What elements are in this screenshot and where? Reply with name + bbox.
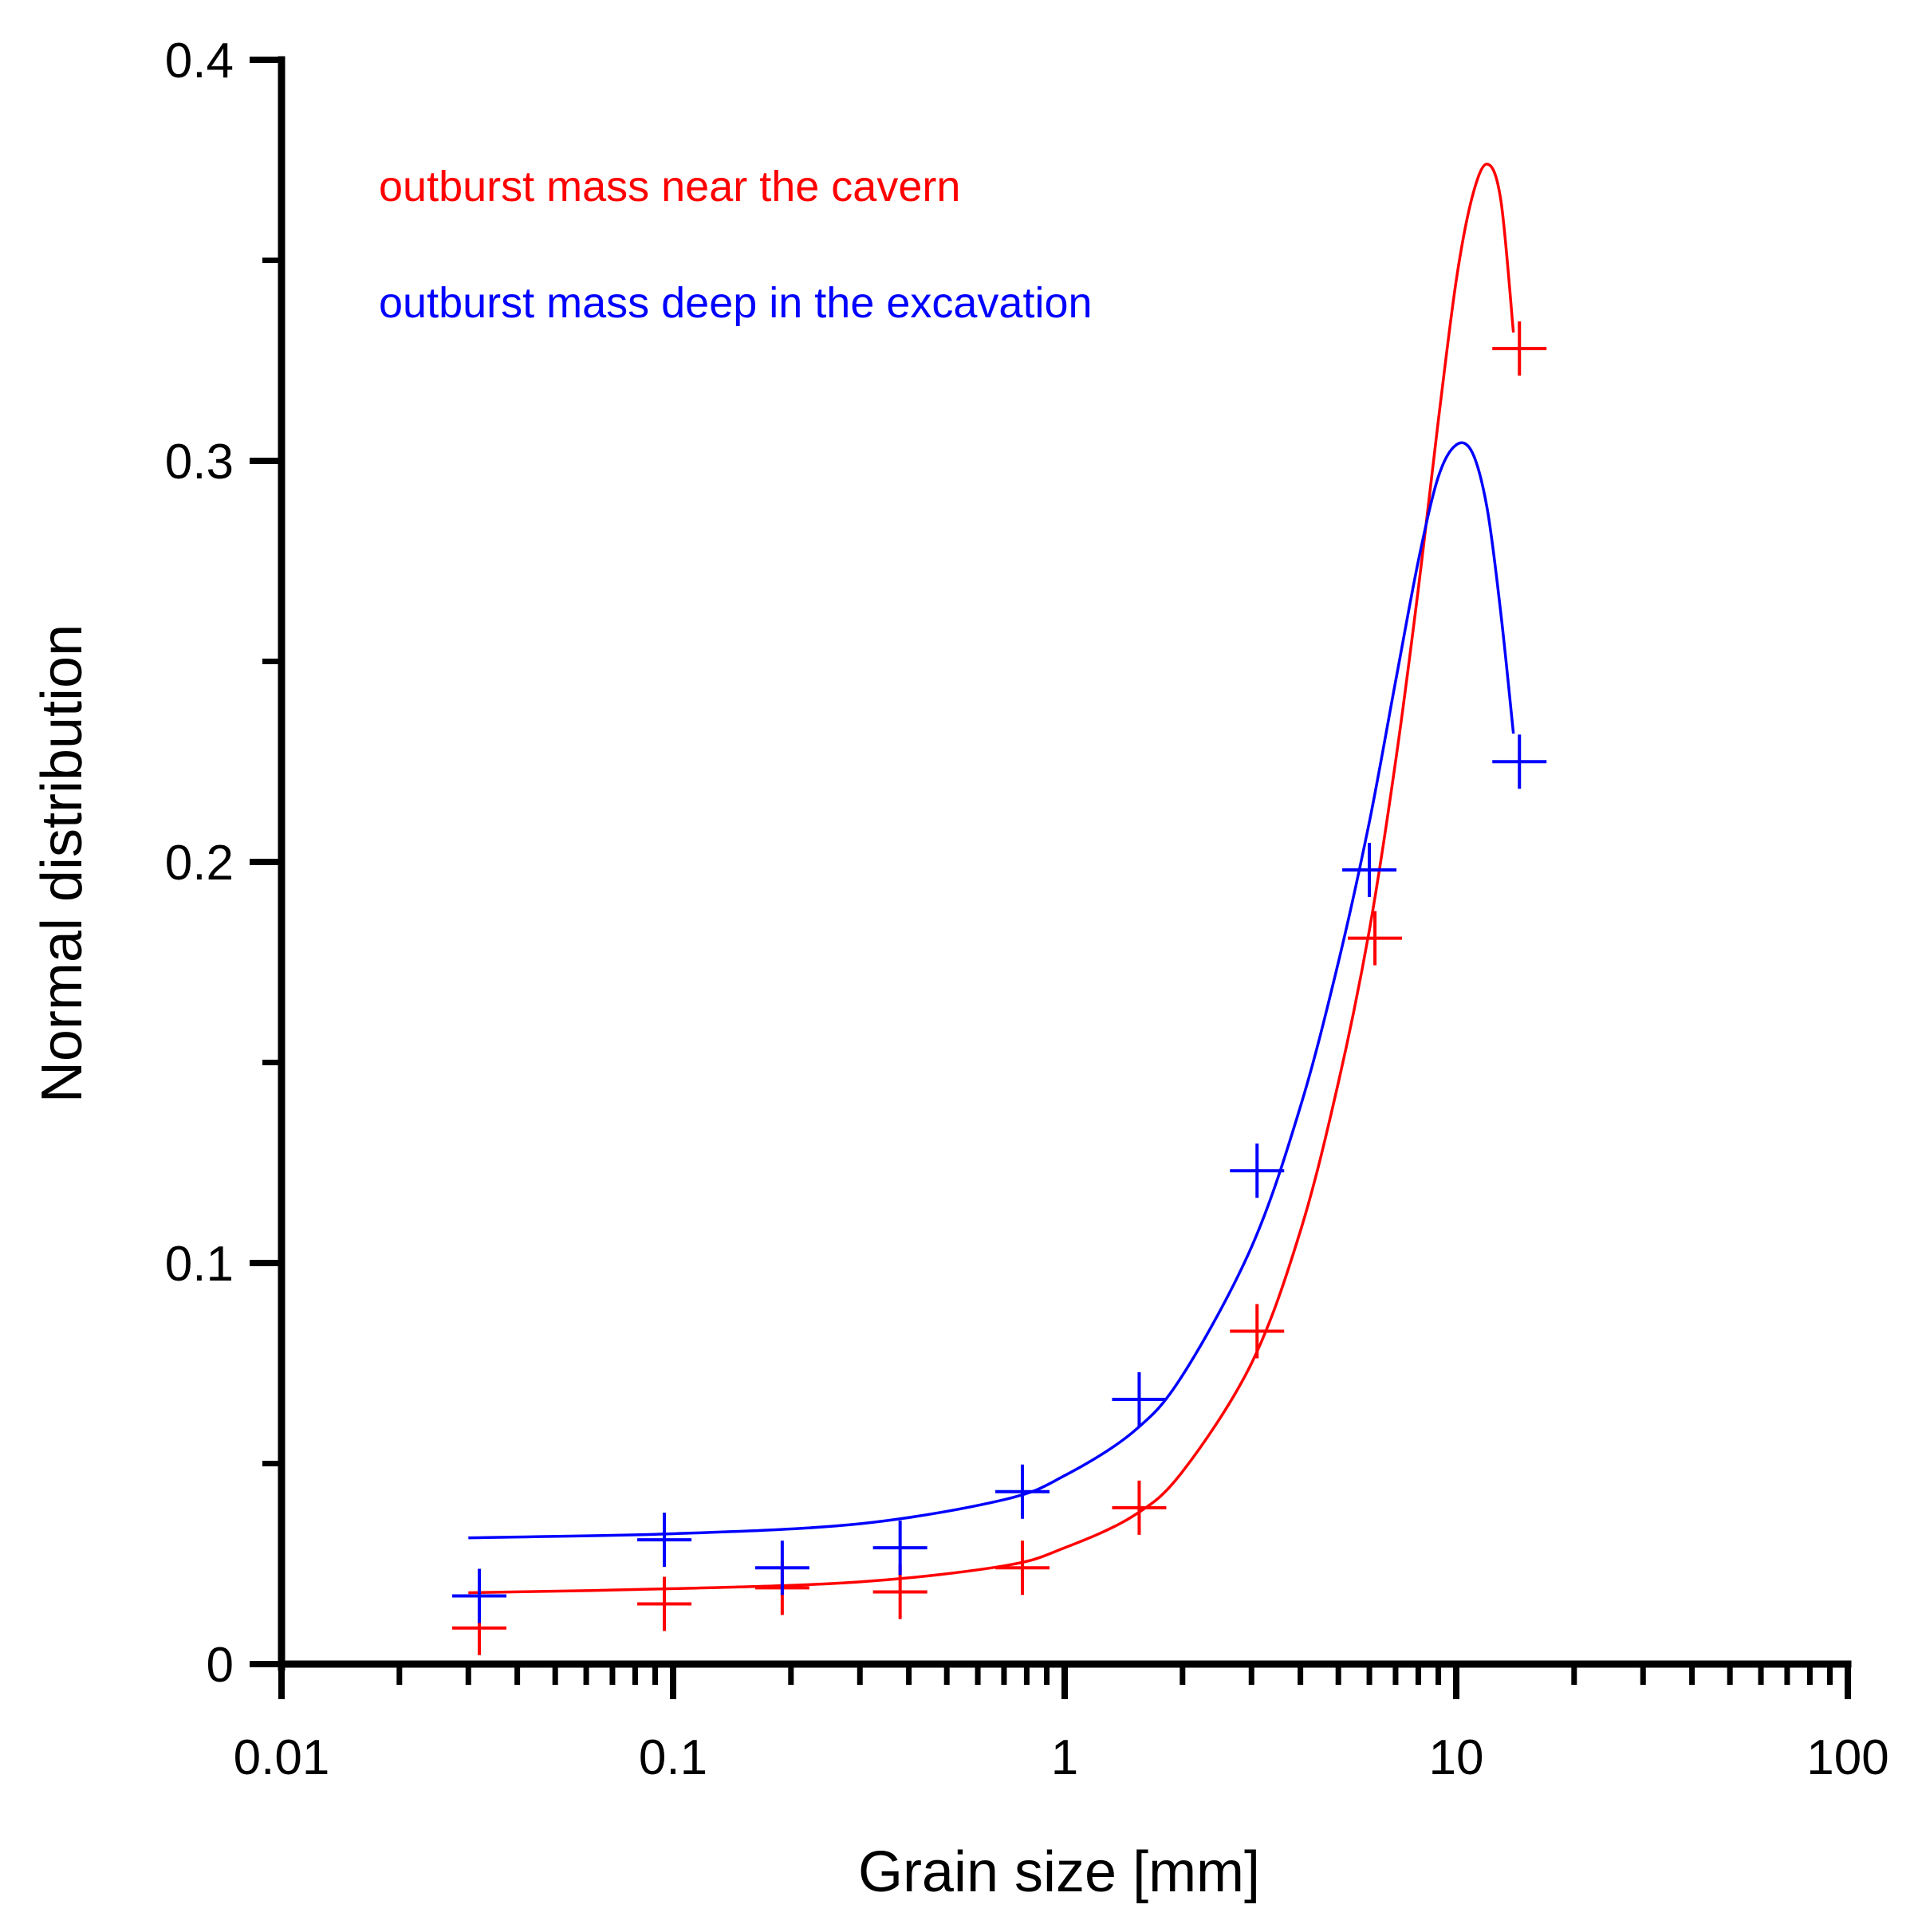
data-point-series-0 [1230, 1304, 1285, 1359]
x-tick-label: 10 [1429, 1730, 1484, 1785]
data-point-series-1 [1112, 1372, 1167, 1427]
data-point-series-1 [754, 1540, 809, 1596]
y-tick-label: 0 [207, 1638, 234, 1693]
legend-entry-deep-excavation: outburst mass deep in the excavation [379, 279, 1093, 327]
data-point-series-1 [1230, 1143, 1285, 1198]
fit-curve-series-0 [468, 163, 1515, 1595]
axes: 0 0.1 0.2 0.3 0.4 0.01 0.1 1 10 100 [165, 33, 1889, 1785]
data-point-series-1 [872, 1521, 927, 1576]
y-tick-label: 0.4 [165, 33, 234, 89]
data-point-series-0 [1348, 911, 1403, 966]
data-point-series-0 [995, 1540, 1050, 1596]
legend: outburst mass near the cavern outburst m… [379, 163, 1093, 327]
y-axis-title: Normal distribution [30, 624, 94, 1103]
data-point-series-0 [1492, 321, 1547, 376]
x-tick-label: 1 [1051, 1730, 1078, 1785]
x-tick-label: 100 [1806, 1730, 1888, 1785]
data-markers [452, 321, 1547, 1655]
data-point-series-1 [995, 1464, 1050, 1519]
legend-entry-near-cavern: outburst mass near the cavern [379, 163, 960, 211]
data-point-series-0 [1112, 1480, 1167, 1535]
data-point-series-1 [637, 1513, 692, 1568]
data-point-series-1 [452, 1568, 507, 1623]
y-tick-label: 0.3 [165, 435, 234, 490]
data-point-series-0 [637, 1576, 692, 1631]
fit-curve-series-1 [468, 441, 1515, 1540]
x-axis-title: Grain size [mm] [858, 1840, 1260, 1904]
x-tick-label: 0.1 [639, 1730, 707, 1785]
y-tick-label: 0.2 [165, 836, 234, 891]
data-point-series-1 [1342, 843, 1397, 898]
fit-curves [468, 163, 1515, 1595]
y-tick-label: 0.1 [165, 1237, 234, 1292]
data-point-series-1 [1492, 734, 1547, 789]
x-tick-label: 0.01 [234, 1730, 330, 1785]
